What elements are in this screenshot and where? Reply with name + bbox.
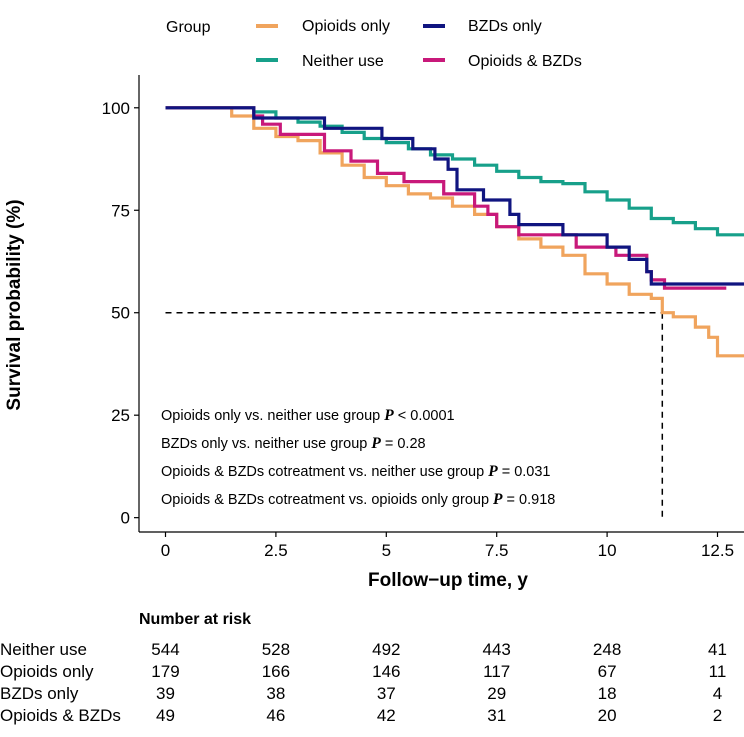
risk-count: 38 xyxy=(266,684,285,703)
y-tick-label: 100 xyxy=(102,99,130,118)
annotation-opioids-vs-neither: Opioids only vs. neither use group P < 0… xyxy=(161,407,455,424)
risk-count: 2 xyxy=(713,706,722,725)
legend-label-bzds: BZDs only xyxy=(468,18,542,35)
risk-count: 117 xyxy=(483,662,510,681)
y-tick-label: 25 xyxy=(111,406,130,425)
risk-count: 11 xyxy=(709,662,727,681)
risk-count: 20 xyxy=(598,706,617,725)
risk-table-title: Number at risk xyxy=(139,611,251,628)
risk-count: 41 xyxy=(708,640,727,659)
y-axis-label: Survival probability (%) xyxy=(4,199,25,410)
legend-label-both: Opioids & BZDs xyxy=(468,53,582,70)
risk-row-label: Opioids & BZDs xyxy=(0,706,121,725)
risk-count: 42 xyxy=(377,706,396,725)
risk-count: 67 xyxy=(598,662,617,681)
risk-count: 492 xyxy=(372,640,400,659)
legend-label-neither: Neither use xyxy=(302,53,384,70)
x-ticks: 0 2.5 5 7.5 10 12.5 xyxy=(161,532,734,560)
risk-row-label: Opioids only xyxy=(0,662,94,681)
risk-count: 146 xyxy=(372,662,400,681)
risk-count: 49 xyxy=(156,706,175,725)
legend-label-opioids: Opioids only xyxy=(302,18,390,35)
risk-count: 166 xyxy=(262,662,290,681)
x-tick-label: 10 xyxy=(598,541,617,560)
annotation-bzds-vs-neither: BZDs only vs. neither use group P = 0.28 xyxy=(161,435,426,452)
risk-count: 248 xyxy=(593,640,621,659)
risk-count: 46 xyxy=(266,706,285,725)
y-tick-label: 50 xyxy=(111,304,130,323)
survival-curves xyxy=(165,106,744,358)
x-tick-label: 0 xyxy=(161,541,170,560)
risk-row-label: Neither use xyxy=(0,640,87,659)
risk-count: 29 xyxy=(487,684,506,703)
x-tick-label: 2.5 xyxy=(264,541,288,560)
risk-count: 39 xyxy=(156,684,175,703)
survival-curve-opioids xyxy=(165,106,744,358)
y-ticks: 0 25 50 75 100 xyxy=(102,99,139,528)
risk-count: 18 xyxy=(598,684,617,703)
risk-count: 443 xyxy=(483,640,511,659)
annotation-both-vs-neither: Opioids & BZDs cotreatment vs. neither u… xyxy=(161,463,551,480)
y-tick-label: 75 xyxy=(111,201,130,220)
survival-curve-neither xyxy=(165,106,744,237)
survival-curve-bzds xyxy=(165,106,744,286)
risk-count: 37 xyxy=(377,684,396,703)
y-tick-label: 0 xyxy=(121,509,130,528)
risk-count: 179 xyxy=(151,662,179,681)
risk-count: 528 xyxy=(262,640,290,659)
survival-curve-both xyxy=(165,106,727,290)
risk-count: 31 xyxy=(487,706,506,725)
risk-count: 544 xyxy=(151,640,179,659)
legend: Group Opioids only BZDs only Neither use… xyxy=(166,18,582,70)
legend-title: Group xyxy=(166,19,211,36)
x-tick-label: 12.5 xyxy=(701,541,734,560)
x-axis-label: Follow−up time, y xyxy=(368,570,528,591)
x-tick-label: 5 xyxy=(382,541,391,560)
risk-row-label: BZDs only xyxy=(0,684,79,703)
p-value-annotations: Opioids only vs. neither use group P < 0… xyxy=(161,407,555,508)
risk-count: 4 xyxy=(713,684,722,703)
x-tick-label: 7.5 xyxy=(485,541,509,560)
annotation-both-vs-opioids: Opioids & BZDs cotreatment vs. opioids o… xyxy=(161,491,555,508)
